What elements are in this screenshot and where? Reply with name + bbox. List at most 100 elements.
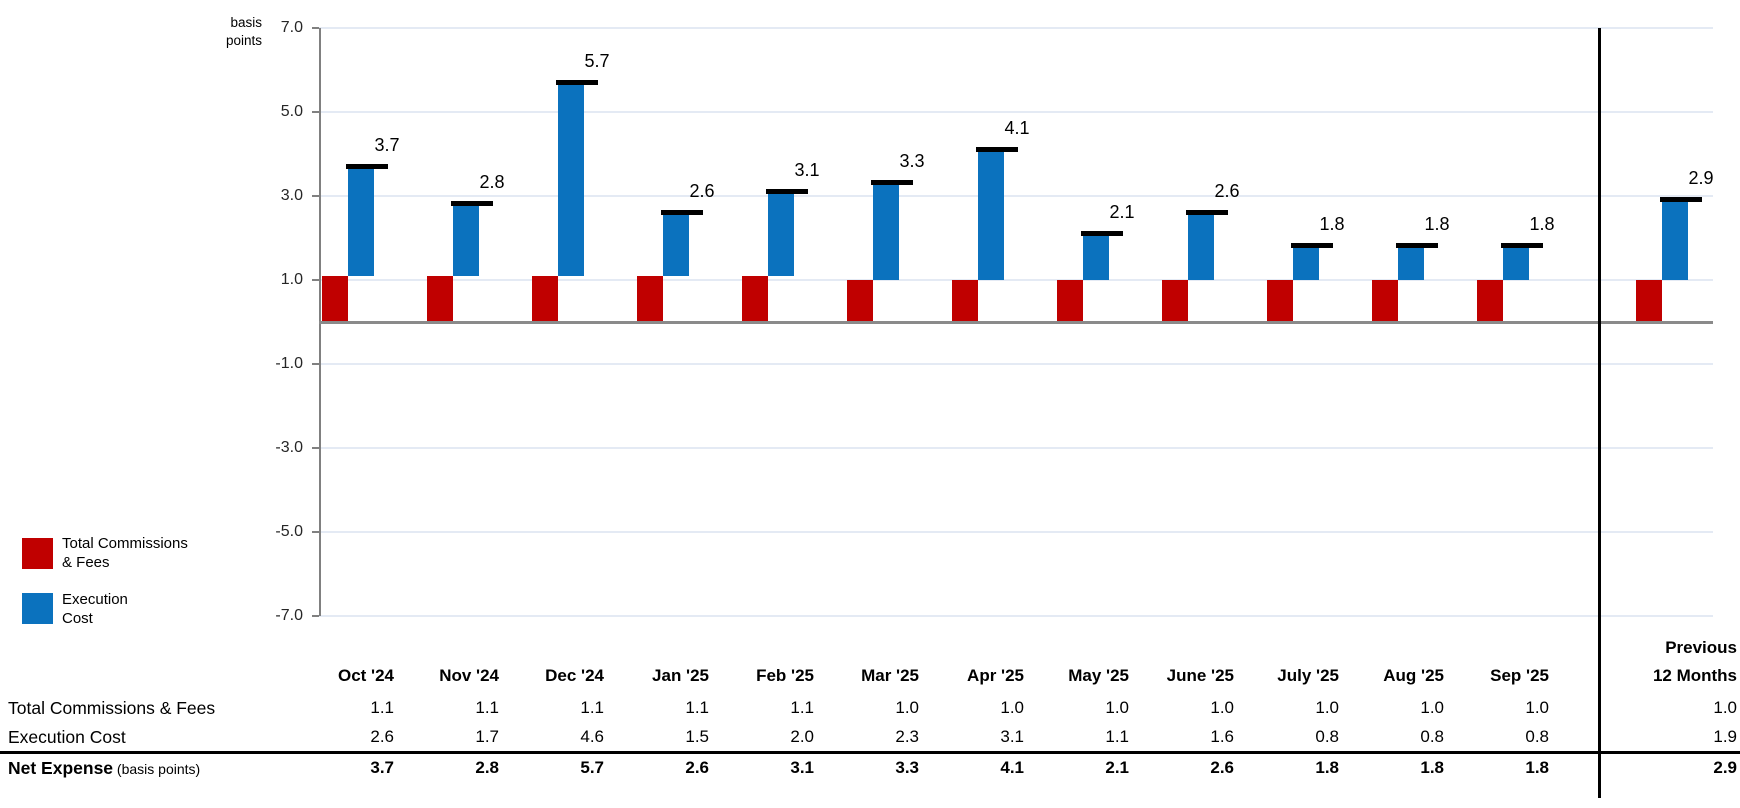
table-cell: 1.0	[1713, 698, 1737, 717]
net-expense-marker	[346, 163, 388, 169]
net-expense-value-label: 2.6	[1214, 180, 1240, 201]
table-cell: 1.0	[1525, 698, 1549, 717]
net-expense-marker	[1081, 230, 1123, 236]
bar-total-commissions	[1477, 280, 1503, 322]
table-cell: 1.1	[475, 698, 499, 717]
y-axis-tick	[312, 195, 319, 197]
net-expense-marker	[1396, 243, 1438, 249]
table-cell: 1.0	[895, 698, 919, 717]
previous-period-separator-line	[1598, 28, 1601, 798]
table-column-header: Sep '25	[1490, 666, 1549, 685]
bar-total-commissions	[637, 275, 663, 322]
legend-label-execution-cost: Execution Cost	[62, 591, 128, 629]
bar-execution-cost	[1188, 212, 1214, 280]
net-expense-marker	[1186, 209, 1228, 215]
y-axis-tick	[312, 111, 319, 113]
table-cell: 3.1	[1000, 727, 1024, 746]
table-cell: 2.6	[685, 758, 709, 777]
table-cell: 1.0	[1000, 698, 1024, 717]
net-expense-label: Net Expense	[8, 758, 114, 778]
net-expense-label-suffix: (basis points)	[113, 761, 201, 777]
legend-label-total-commissions-line2: & Fees	[62, 553, 110, 571]
bar-execution-cost	[873, 183, 899, 280]
bar-total-commissions	[952, 280, 978, 322]
table-cell: 1.1	[1105, 727, 1129, 746]
legend-label-execution-cost-line1: Execution	[62, 591, 128, 608]
net-expense-marker	[451, 201, 493, 207]
bar-total-commissions	[427, 275, 453, 322]
legend-label-execution-cost-line2: Cost	[62, 609, 93, 627]
net-expense-value-label: 3.1	[794, 159, 820, 180]
net-expense-value-label: 1.8	[1529, 214, 1555, 235]
table-cell: 1.0	[1315, 698, 1339, 717]
y-axis-unit-label: basis points	[142, 14, 262, 49]
table-row-label-total-commissions: Total Commissions & Fees	[8, 698, 216, 718]
table-column-header: Mar '25	[861, 666, 919, 685]
bar-execution-cost	[1662, 200, 1688, 280]
bar-total-commissions	[1636, 280, 1662, 322]
table-cell: 1.6	[1210, 727, 1234, 746]
table-cell: 4.6	[580, 727, 604, 746]
bar-execution-cost	[978, 149, 1004, 280]
bar-total-commissions	[847, 280, 873, 322]
table-cell: 1.8	[1525, 758, 1549, 777]
bar-execution-cost	[1503, 246, 1529, 280]
table-cell: 1.1	[790, 698, 814, 717]
gridline	[319, 195, 1713, 197]
bar-total-commissions	[532, 275, 558, 322]
gridline	[319, 363, 1713, 365]
table-cell: 1.1	[370, 698, 394, 717]
table-cell: 2.1	[1105, 758, 1129, 777]
legend-label-total-commissions-line1: Total Commissions	[62, 535, 188, 552]
bar-total-commissions	[1372, 280, 1398, 322]
bar-execution-cost	[1293, 246, 1319, 280]
table-column-header: Nov '24	[439, 666, 499, 685]
bar-execution-cost	[1083, 233, 1109, 280]
table-cell: 0.8	[1420, 727, 1444, 746]
table-column-header: Oct '24	[337, 666, 394, 685]
net-expense-marker	[661, 209, 703, 215]
bar-total-commissions	[1057, 280, 1083, 322]
gridline	[319, 27, 1713, 29]
table-cell: 2.9	[1713, 758, 1737, 777]
y-axis-tick-label: -1.0	[275, 355, 303, 372]
net-expense-marker	[1501, 243, 1543, 249]
y-axis-tick-label: 7.0	[280, 19, 303, 36]
table-column-header: Feb '25	[756, 666, 814, 685]
y-axis-tick	[312, 27, 319, 29]
y-axis-tick-label: 3.0	[280, 187, 303, 204]
table-cell: 1.8	[1315, 758, 1339, 777]
gridline	[319, 279, 1713, 281]
gridline	[319, 111, 1713, 113]
y-axis-tick-label: -3.0	[275, 439, 303, 456]
bar-execution-cost	[558, 82, 584, 276]
table-cell: 3.7	[370, 758, 394, 777]
bar-execution-cost	[453, 204, 479, 276]
bar-execution-cost	[1398, 246, 1424, 280]
y-axis-tick	[312, 615, 319, 617]
table-cell: 3.3	[895, 758, 919, 777]
table-cell: 0.8	[1315, 727, 1339, 746]
table-cell: 2.6	[1210, 758, 1234, 777]
table-row-label-net-expense: Net Expense (basis points)	[8, 757, 200, 779]
net-expense-value-label: 2.6	[689, 180, 715, 201]
table-column-header: Jan '25	[652, 666, 709, 685]
net-expense-value-label: 3.7	[374, 134, 400, 155]
net-expense-marker	[556, 79, 598, 85]
table-cell: 2.8	[475, 758, 499, 777]
legend-swatch-execution-cost	[22, 593, 53, 624]
bar-total-commissions	[742, 275, 768, 322]
table-row-label-execution-cost: Execution Cost	[8, 727, 126, 747]
table-column-header-previous-line1: Previous	[1665, 638, 1737, 657]
table-column-header: Apr '25	[967, 666, 1024, 685]
y-axis-tick	[312, 363, 319, 365]
net-expense-top-rule	[0, 751, 1740, 754]
table-cell: 1.5	[685, 727, 709, 746]
table-cell: 1.8	[1420, 758, 1444, 777]
bar-execution-cost	[348, 166, 374, 276]
table-column-header: May '25	[1068, 666, 1129, 685]
table-cell: 0.8	[1525, 727, 1549, 746]
